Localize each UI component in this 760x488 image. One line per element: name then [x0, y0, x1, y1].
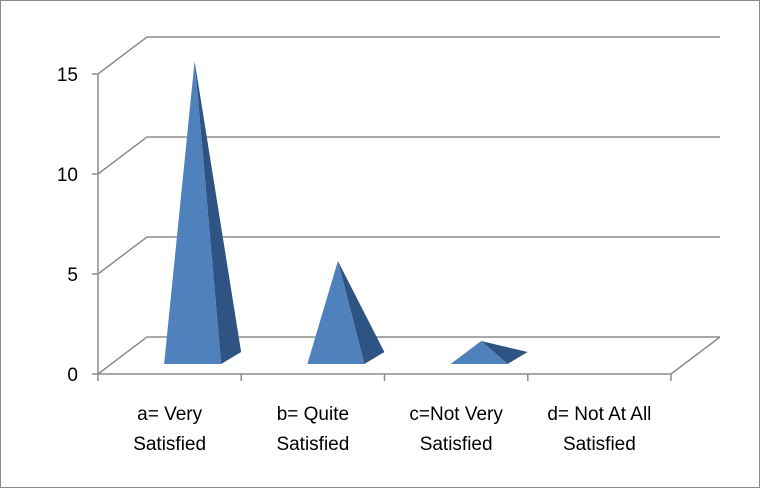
- floor-edge: [670, 336, 721, 375]
- pyramid-front-face: [307, 261, 365, 364]
- gridline: [97, 236, 720, 275]
- pyramid-front-face: [450, 341, 508, 364]
- x-category-label: Satisfied: [420, 434, 493, 455]
- gridline: [97, 336, 720, 375]
- y-tick-label: 5: [67, 265, 78, 286]
- gridline: [97, 136, 720, 175]
- pyramid-side-face: [481, 341, 528, 364]
- x-category-label: Satisfied: [276, 434, 349, 455]
- y-tick-label: 10: [57, 165, 78, 186]
- x-category-label: Satisfied: [563, 434, 636, 455]
- x-category-label: c=Not Very: [409, 404, 503, 425]
- y-tick-label: 15: [57, 65, 78, 86]
- x-category-label: a= Very: [137, 404, 202, 425]
- x-category-label: b= Quite: [277, 404, 349, 425]
- y-tick-label: 0: [67, 365, 78, 386]
- x-category-label: Satisfied: [133, 434, 206, 455]
- pyramid-front-face: [164, 61, 222, 364]
- gridline: [97, 36, 720, 75]
- pyramid-side-face: [194, 61, 242, 364]
- x-category-label: d= Not At All: [547, 404, 651, 425]
- pyramid-side-face: [337, 261, 385, 364]
